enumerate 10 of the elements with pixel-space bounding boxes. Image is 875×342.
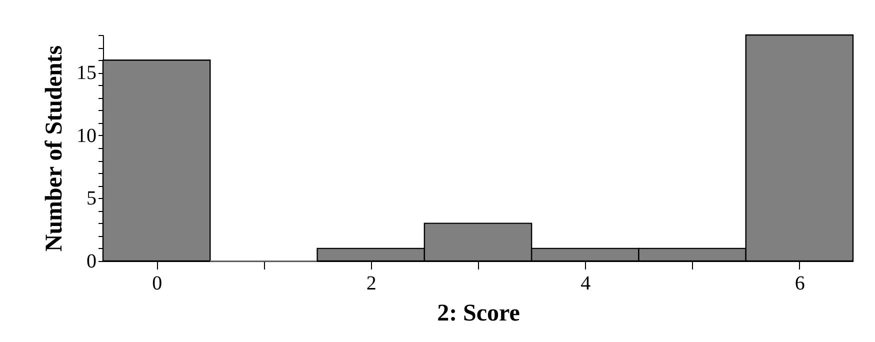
y-tick-label: 0 [86,250,96,272]
x-tick-label: 2 [366,272,376,294]
x-tick-label: 0 [152,272,162,294]
x-tick-label: 6 [794,272,805,294]
x-axis-title: 2: Score [437,300,520,326]
y-tick-label: 5 [86,188,96,210]
y-tick-label: 15 [76,62,96,84]
x-tick-label: 4 [580,272,591,294]
y-tick-label: 10 [76,124,96,147]
y-axis-title: Number of Students [42,45,68,252]
